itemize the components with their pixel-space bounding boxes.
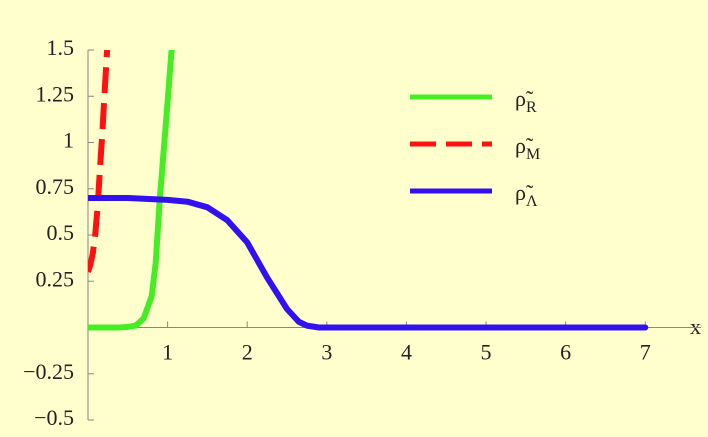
series-line — [88, 50, 111, 273]
x-tick-label: 4 — [401, 340, 412, 365]
y-tick-label: −0.5 — [34, 405, 74, 430]
y-tick-label: 0.75 — [36, 174, 75, 199]
series-line — [88, 50, 175, 331]
y-tick-label: 1 — [63, 128, 74, 153]
x-tick-label: 3 — [321, 340, 332, 365]
x-axis-label: x — [690, 314, 701, 339]
series-line — [88, 195, 649, 331]
x-tick-label: 5 — [481, 340, 492, 365]
legend-subscript: R — [526, 99, 537, 116]
legend-subscript: M — [526, 146, 540, 163]
y-tick-label: 0.5 — [47, 220, 75, 245]
x-tick-label: 2 — [242, 340, 253, 365]
y-tick-label: −0.25 — [23, 359, 74, 384]
x-tick-label: 1 — [162, 340, 173, 365]
y-tick-label: 0.25 — [36, 266, 75, 291]
x-tick-label: 7 — [640, 340, 651, 365]
x-tick-label: 6 — [560, 340, 571, 365]
y-tick-label: 1.5 — [47, 35, 75, 60]
legend-subscript: Λ — [526, 193, 538, 210]
y-tick-label: 1.25 — [36, 81, 75, 106]
